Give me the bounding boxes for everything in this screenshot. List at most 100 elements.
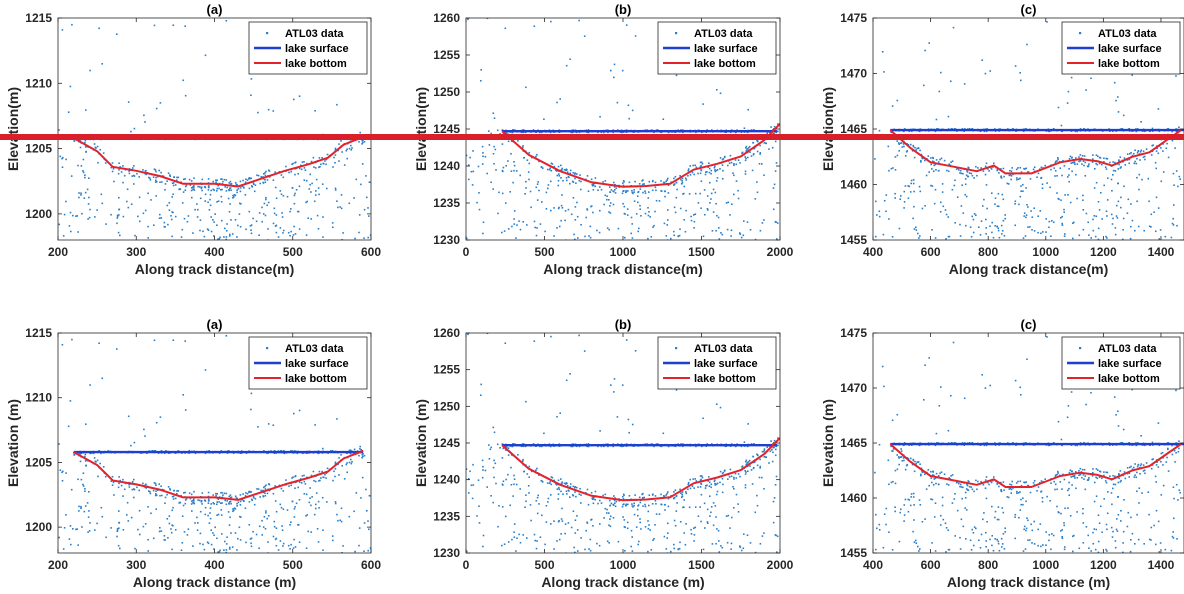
atl03-point (348, 202, 351, 205)
atl03-point (1151, 144, 1153, 147)
atl03-point (1095, 476, 1097, 479)
atl03-point (562, 493, 564, 495)
atl03-point (156, 175, 159, 178)
atl03-point (199, 219, 202, 221)
atl03-point (513, 536, 516, 538)
atl03-point (65, 158, 67, 161)
atl03-point (971, 174, 974, 177)
atl03-point (229, 494, 232, 496)
atl03-point (717, 529, 720, 532)
atl03-point (1070, 76, 1073, 79)
atl03-point (910, 182, 912, 185)
atl03-point (731, 516, 733, 519)
atl03-point (177, 176, 180, 179)
atl03-point (517, 454, 519, 456)
atl03-point (604, 493, 607, 496)
atl03-point (653, 445, 655, 448)
atl03-point (665, 494, 667, 496)
atl03-point (569, 483, 572, 485)
atl03-point (777, 123, 779, 125)
atl03-point (126, 514, 128, 516)
atl03-point (592, 502, 595, 505)
atl03-point (228, 235, 231, 237)
atl03-point (526, 224, 528, 226)
atl03-point (631, 550, 634, 552)
atl03-point (759, 229, 762, 232)
atl03-point (569, 172, 572, 175)
atl03-point (673, 519, 676, 522)
atl03-point (623, 212, 626, 215)
atl03-point (653, 224, 655, 227)
atl03-point (525, 400, 527, 403)
atl03-point (63, 213, 66, 216)
atl03-point (84, 139, 87, 142)
atl03-point (633, 191, 635, 193)
atl03-point (468, 492, 470, 494)
atl03-point (204, 452, 207, 455)
atl03-point (223, 492, 226, 495)
atl03-point (965, 174, 968, 177)
atl03-point (266, 204, 268, 207)
atl03-point (630, 545, 632, 548)
atl03-point (697, 202, 700, 204)
atl03-point (166, 180, 168, 182)
atl03-point (972, 218, 975, 221)
atl03-point (1167, 447, 1169, 450)
atl03-point (1151, 127, 1154, 130)
atl03-point (323, 162, 325, 165)
atl03-point (1110, 213, 1113, 216)
atl03-point (585, 216, 587, 219)
atl03-point (492, 153, 495, 155)
atl03-point (599, 186, 601, 188)
atl03-point (275, 224, 278, 227)
atl03-point (325, 477, 327, 479)
atl03-point (1031, 216, 1034, 218)
atl03-point (753, 461, 755, 464)
atl03-point (1016, 177, 1018, 179)
atl03-point (1142, 150, 1145, 153)
atl03-point (1131, 468, 1134, 470)
atl03-point (252, 495, 255, 498)
atl03-point (1095, 162, 1097, 165)
atl03-point (574, 219, 577, 221)
atl03-point (303, 493, 306, 495)
atl03-point (262, 182, 265, 184)
atl03-point (1062, 473, 1064, 476)
atl03-point (178, 502, 180, 504)
atl03-point (701, 476, 704, 479)
atl03-point (550, 162, 553, 165)
atl03-point (246, 492, 249, 495)
atl03-point (78, 510, 80, 512)
atl03-point (250, 224, 253, 226)
atl03-point (1118, 163, 1120, 166)
atl03-point (959, 169, 962, 172)
atl03-point (896, 99, 899, 102)
atl03-point (1044, 164, 1046, 167)
atl03-point (610, 384, 612, 386)
atl03-point (587, 190, 590, 192)
atl03-point (934, 163, 937, 166)
atl03-point (359, 448, 361, 450)
atl03-point (529, 504, 532, 506)
atl03-point (73, 454, 75, 456)
atl03-point (574, 177, 576, 180)
atl03-point (912, 179, 915, 181)
atl03-point (120, 171, 123, 173)
atl03-point (367, 207, 369, 209)
atl03-point (1179, 178, 1181, 180)
atl03-point (670, 237, 672, 240)
atl03-point (118, 510, 120, 512)
atl03-point (285, 479, 287, 481)
atl03-point (763, 532, 765, 534)
atl03-point (1067, 176, 1069, 178)
atl03-point (212, 188, 214, 191)
atl03-point (267, 541, 269, 543)
atl03-point (218, 237, 221, 240)
atl03-point (116, 217, 119, 219)
atl03-point (533, 340, 536, 342)
x-tick-label: 400 (204, 245, 224, 259)
atl03-point (591, 497, 593, 499)
atl03-point (249, 538, 252, 540)
atl03-point (1076, 444, 1078, 447)
atl03-point (281, 529, 284, 531)
